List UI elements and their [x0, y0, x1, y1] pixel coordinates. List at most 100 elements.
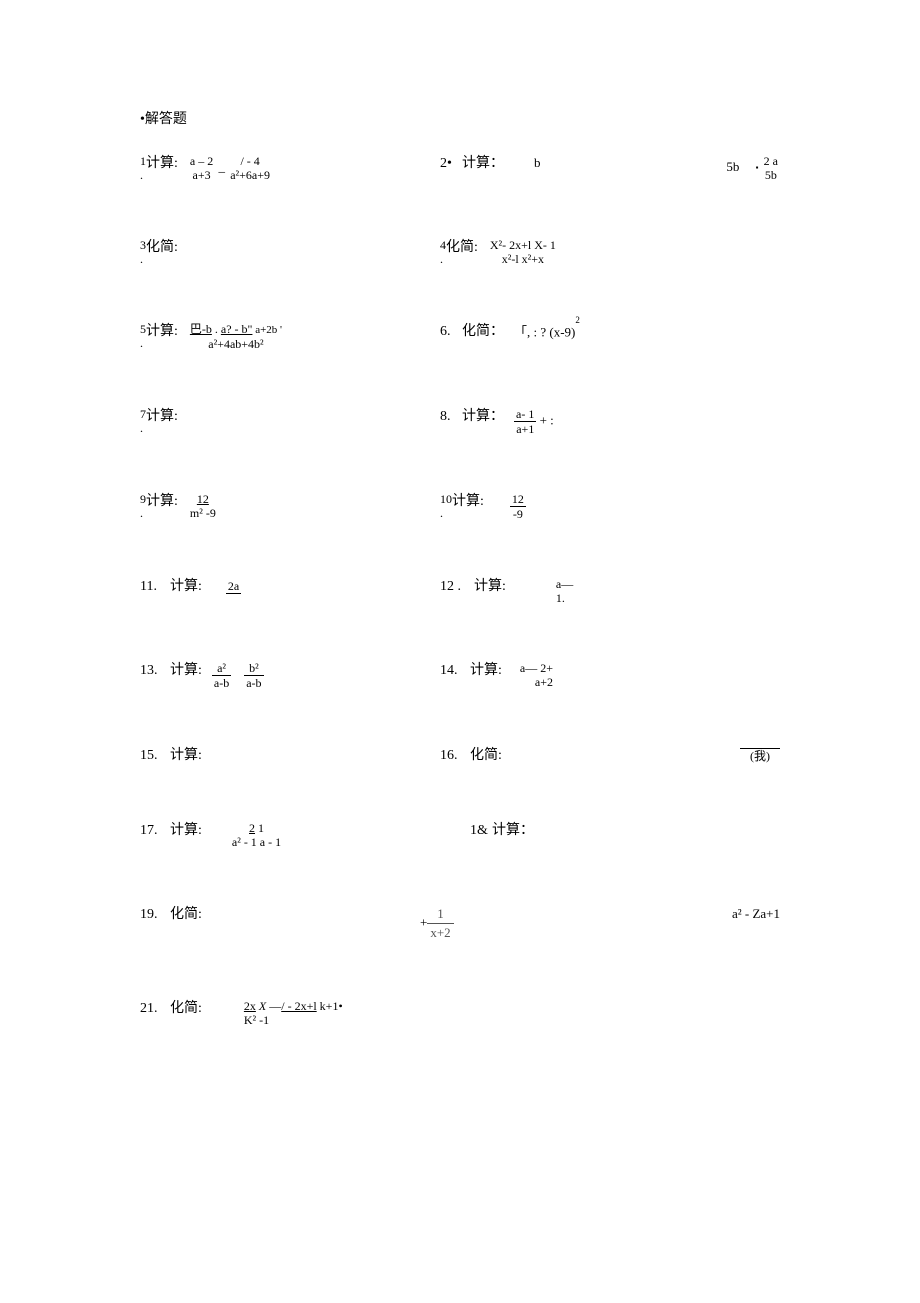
- q5-top-mid: .: [212, 322, 221, 336]
- q19-number: 19.: [140, 905, 170, 925]
- q8-bot: a+1: [514, 422, 536, 436]
- q8-top: a- 1: [514, 407, 536, 422]
- q4-top: X²- 2x+l X- 1: [488, 238, 558, 252]
- q11-number: 11.: [140, 577, 170, 597]
- row-21: 21. 化简: 2x X —/ - 2x+l k+1• K² -1: [140, 999, 780, 1027]
- row-15-16: 15. 计算: 16. 化简: (我): [140, 746, 780, 766]
- q5-top-u2: a? - b": [221, 322, 253, 336]
- q7-label: 计算:: [146, 407, 178, 427]
- row-9-10: 9 . 计算: 12 m² -9 10 . 计算: 12 -9: [140, 492, 780, 521]
- q17-top: 2 1: [230, 821, 283, 835]
- q5: 5 . 计算: 巴-b . a? - b" a+2b ' a²+4ab+4b²: [140, 322, 440, 351]
- q10-number: 10: [440, 492, 452, 506]
- q14-number: 14.: [440, 661, 470, 681]
- q12-label: 计算:: [474, 577, 506, 597]
- q6-number: 6.: [440, 322, 462, 342]
- row-13-14: 13. 计算: a² a-b b² a-b 14. 计算: a— 2+: [140, 661, 780, 690]
- q9-label: 计算:: [146, 492, 178, 512]
- q9-top: 12: [188, 492, 218, 506]
- q1-label: 计算:: [146, 154, 178, 174]
- q19: 19. 化简:: [140, 905, 440, 925]
- q13-label: 计算:: [170, 661, 202, 681]
- q4-bot: x²-l x²+x: [488, 252, 558, 266]
- q6: 6. 化简： 「, : ? (x-9)2: [440, 322, 780, 342]
- q21-top-mid: —: [269, 999, 281, 1013]
- q17-expr: 2 1 a² - 1 a - 1: [230, 821, 283, 849]
- q13-number: 13.: [140, 661, 170, 681]
- q12-expr: a— 1.: [556, 577, 573, 605]
- q11-top: 2a: [226, 579, 241, 594]
- q13-expr: a² a-b b² a-b: [212, 661, 264, 690]
- q19-fbot: x+2: [427, 924, 453, 942]
- q1-f1-top: a – 2: [188, 154, 215, 168]
- q16: 16. 化简: (我): [440, 746, 780, 766]
- q2-bullet: ▪: [756, 161, 759, 175]
- q18-label: 计算：: [492, 821, 534, 841]
- q8-number: 8.: [440, 407, 462, 427]
- q1-frac2: / - 4 a²+6a+9: [228, 154, 272, 182]
- row-19-20: 19. 化简: + 1 x+2 a² - Za+1: [140, 905, 780, 942]
- q14-body: a— 2+: [520, 661, 553, 675]
- q1-mid: _: [218, 159, 225, 174]
- q15-number: 15.: [140, 746, 170, 766]
- q17-top-r: 1: [255, 821, 264, 835]
- q6-expr: 「, : ? (x-9)2: [514, 322, 580, 342]
- q6-sup: 2: [575, 315, 580, 325]
- q2-f-top: 2 a: [762, 154, 780, 168]
- q10-dot: .: [440, 506, 452, 520]
- q1-f2-bot: a²+6a+9: [228, 168, 272, 182]
- q6-body: 「, : ? (x-9): [514, 324, 575, 339]
- q1-frac1: a – 2 a+3: [188, 154, 215, 182]
- q10-expr: 12 -9: [510, 492, 526, 521]
- q10-top: 12: [510, 492, 526, 507]
- q21-top-u: 2x: [244, 999, 256, 1013]
- q12-l1: a—: [556, 577, 573, 591]
- q9: 9 . 计算: 12 m² -9: [140, 492, 440, 520]
- q9-bot: m² -9: [188, 506, 218, 520]
- q19r: + 1 x+2 a² - Za+1: [410, 905, 780, 942]
- q1-f2-top: / - 4: [228, 154, 272, 168]
- q17-bot: a² - 1 a - 1: [230, 835, 283, 849]
- q4-expr: X²- 2x+l X- 1 x²-l x²+x: [488, 238, 558, 266]
- row-7-8: 7 . 计算: 8. 计算： a- 1 a+1 + :: [140, 407, 780, 436]
- q14-label: 计算:: [470, 661, 502, 681]
- q8-plus: + :: [540, 412, 554, 427]
- q1-expr: a – 2 a+3 _ / - 4 a²+6a+9: [188, 154, 272, 182]
- q11-expr: 2a: [226, 577, 241, 595]
- q10: 10 . 计算: 12 -9: [440, 492, 780, 521]
- q13: 13. 计算: a² a-b b² a-b: [140, 661, 440, 690]
- q16-number: 16.: [440, 746, 470, 766]
- q1: 1 . 计算: a – 2 a+3 _ / - 4 a²+6a+9: [140, 154, 440, 182]
- q2-frac: 2 a 5b: [762, 154, 780, 182]
- q3-label: 化简:: [146, 238, 178, 258]
- q2-number: 2•: [440, 154, 462, 174]
- q16-tail: (我): [740, 746, 780, 764]
- row-3-4: 3 . 化简: 4 . 化简: X²- 2x+l X- 1 x²-l x²+x: [140, 238, 780, 266]
- q11-label: 计算:: [170, 577, 202, 597]
- q13-f1-top: a²: [212, 661, 231, 676]
- q21-expr: 2x X —/ - 2x+l k+1• K² -1: [242, 999, 345, 1027]
- q18: 1& 计算：: [440, 821, 780, 841]
- row-5-6: 5 . 计算: 巴-b . a? - b" a+2b ' a²+4ab+4b² …: [140, 322, 780, 351]
- q21-top-it: X: [256, 999, 269, 1013]
- q4: 4 . 化简: X²- 2x+l X- 1 x²-l x²+x: [440, 238, 780, 266]
- q21-bot: K² -1: [242, 1013, 345, 1027]
- q19-plus: +: [420, 915, 427, 930]
- q8-expr: a- 1 a+1 + :: [514, 407, 554, 436]
- q21-label: 化简:: [170, 999, 202, 1019]
- q2-b: b: [534, 154, 541, 172]
- q21-number: 21.: [140, 999, 170, 1019]
- q10-num: 10 .: [440, 492, 452, 520]
- q19-label: 化简:: [170, 905, 202, 925]
- q19-tail: a² - Za+1: [732, 905, 780, 923]
- q2-label: 计算：: [462, 154, 504, 174]
- row-17-18: 17. 计算: 2 1 a² - 1 a - 1 1& 计算：: [140, 821, 780, 849]
- q5-bot: a²+4ab+4b²: [188, 337, 284, 351]
- q21-top-u2: / - 2x+l: [281, 999, 316, 1013]
- row-1-2: 1 . 计算: a – 2 a+3 _ / - 4 a²+6a+9 2• 计算：…: [140, 154, 780, 182]
- q14: 14. 计算: a— 2+ a+2: [440, 661, 780, 689]
- q6-label: 化简：: [462, 322, 504, 342]
- q19-frac: + 1 x+2: [420, 905, 454, 942]
- q10-label: 计算:: [452, 492, 484, 512]
- q17: 17. 计算: 2 1 a² - 1 a - 1: [140, 821, 440, 849]
